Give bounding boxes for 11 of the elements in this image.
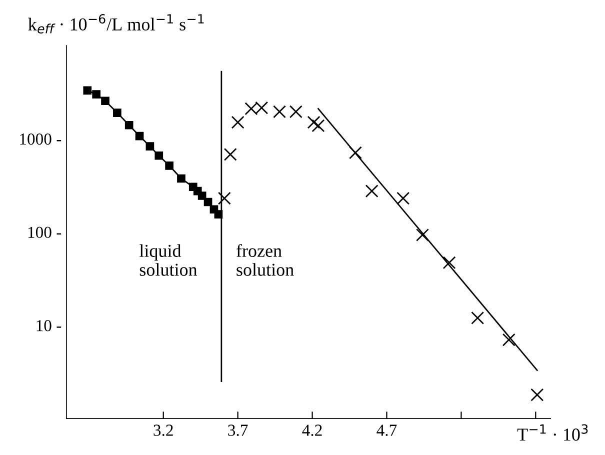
x-tick-label: 3.2	[154, 424, 173, 436]
y-tick-label: 100 -	[28, 226, 62, 238]
x-tick-label: 3.7	[228, 424, 248, 436]
annotation: frozen solution	[236, 244, 294, 276]
y-tick-label: 1000 -	[20, 133, 62, 145]
y-tick-label: 10 -	[36, 320, 62, 332]
y-axis-title: k$_{eff}$ · 10$^{−6}$/L mol$^{−1}$ s$^{−1}$	[28, 14, 204, 34]
x-tick-label: 4.2	[302, 424, 322, 436]
annotation: liquid solution	[140, 244, 198, 276]
x-tick-label: 4.7	[376, 424, 397, 436]
x-axis-title: T$^{−1}$ · 10$^{3}$	[517, 424, 588, 441]
